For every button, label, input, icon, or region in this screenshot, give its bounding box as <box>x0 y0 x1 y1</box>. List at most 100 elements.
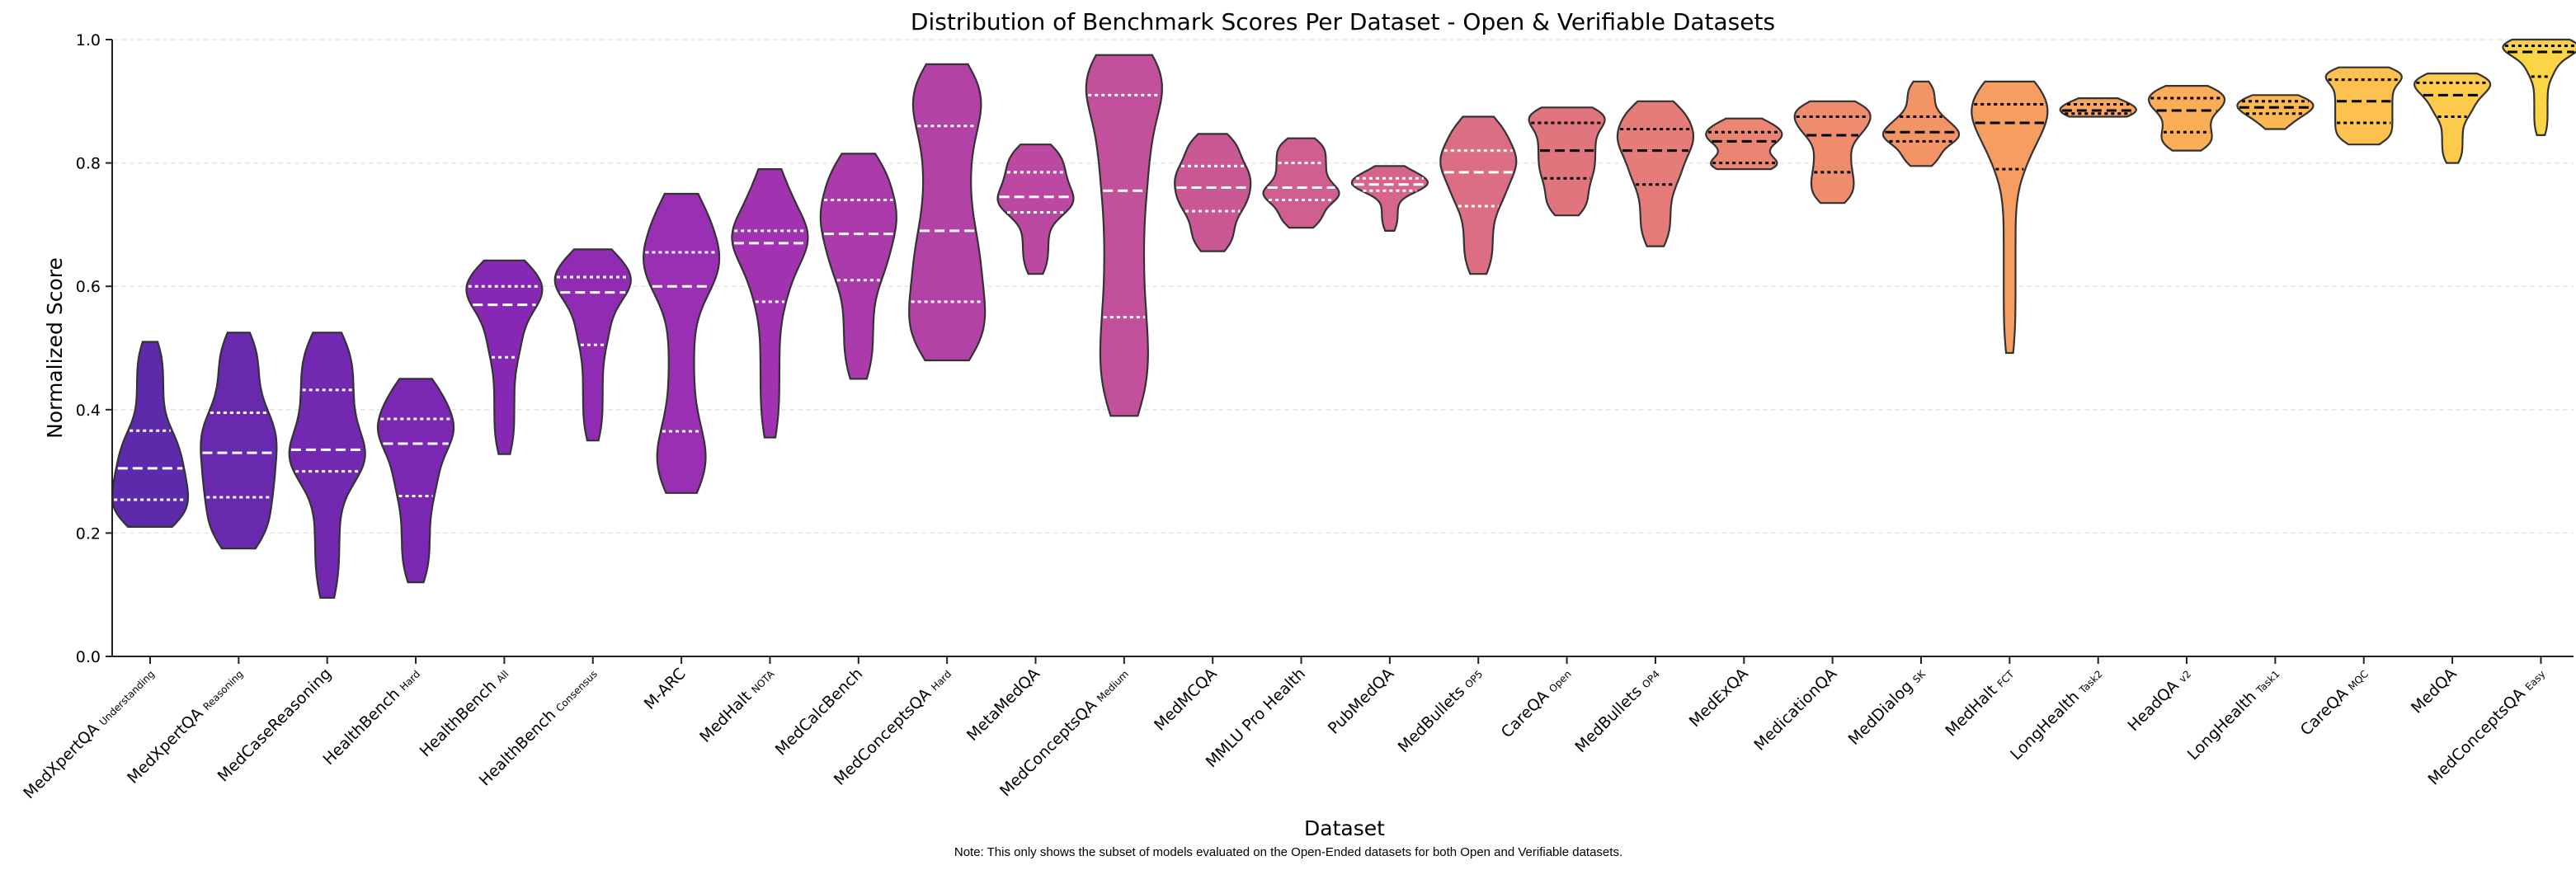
violin <box>288 332 366 599</box>
x-tick-label-name: MedConceptsQA <box>996 696 1100 800</box>
x-tick-label-name: M-ARC <box>641 665 690 713</box>
violins <box>111 38 2576 599</box>
violin <box>908 63 987 362</box>
violin <box>819 153 897 380</box>
footnote: Note: This only shows the subset of mode… <box>954 845 1622 859</box>
violin-body <box>1616 100 1694 247</box>
violin <box>2147 85 2226 152</box>
gridlines <box>113 39 2574 534</box>
violin-body <box>1793 100 1872 205</box>
x-tick-label-name: MetaMedQA <box>963 665 1043 745</box>
violin <box>1705 117 1783 171</box>
x-tick-label-subscript: SK <box>1910 667 1928 685</box>
x-tick-label-subscript: Understanding <box>97 668 157 727</box>
x-tick-label: MedCalcBench <box>772 665 867 759</box>
x-tick-label-subscript: Task1 <box>2253 668 2282 696</box>
violin <box>642 192 721 494</box>
x-tick-label: HealthBenchAll <box>417 665 512 760</box>
violin <box>2324 66 2403 146</box>
x-tick-label-name: MedDialog <box>1845 677 1917 749</box>
x-tick-label-subscript: NOTA <box>749 668 777 696</box>
violin-body <box>1174 133 1252 252</box>
x-tick-label-name: MedQA <box>2408 665 2461 717</box>
violin <box>2059 97 2137 118</box>
x-tick-label-name: MedHalt <box>696 688 755 746</box>
x-tick-label-name: HealthBench <box>319 685 403 769</box>
x-tick-label: LongHealthTask1 <box>2184 665 2283 764</box>
x-tick-label-name: MedBullets <box>1395 682 1469 756</box>
violin-body <box>553 248 632 442</box>
x-tick-label-name: HealthBench <box>417 677 501 761</box>
x-tick-label: M-ARC <box>641 665 690 713</box>
x-tick-label-name: MedConceptsQA <box>2424 684 2528 788</box>
x-tick-label-name: MedXpertQA <box>20 720 102 802</box>
violin-body <box>111 341 190 528</box>
violin-body <box>1971 80 2049 355</box>
x-tick-label-subscript: Easy <box>2523 668 2548 693</box>
x-ticks: MedXpertQAUnderstandingMedXpertQAReasoni… <box>20 656 2548 802</box>
violin-body <box>2502 38 2576 136</box>
x-tick-label-name: MMLU Pro Health <box>1203 665 1309 771</box>
x-tick-label: LongHealthTask2 <box>2007 665 2106 764</box>
violin <box>996 143 1075 275</box>
x-tick-label-name: MedConceptsQA <box>831 685 935 789</box>
x-tick-label-name: LongHealth <box>2184 688 2260 764</box>
violin-body <box>1528 106 1606 217</box>
violin <box>1793 100 1872 205</box>
x-tick-label-subscript: v2 <box>2177 668 2193 684</box>
violin-body <box>1350 165 1429 232</box>
violin <box>731 168 809 439</box>
violin-body <box>2236 94 2315 130</box>
x-tick-label: MedExQA <box>1686 665 1752 731</box>
x-tick-label-subscript: Hard <box>929 668 954 693</box>
x-tick-label-subscript: Consensus <box>553 668 600 714</box>
x-tick-label: MetaMedQA <box>963 665 1043 745</box>
violin-body <box>819 153 897 380</box>
y-tick-label: 0.6 <box>76 278 101 296</box>
violin-body <box>2147 85 2226 152</box>
y-tick-label: 0.8 <box>76 155 101 173</box>
y-tick-label: 0.4 <box>76 402 101 420</box>
violin-body <box>200 332 278 550</box>
violin <box>465 259 544 455</box>
x-tick-label-name: PubMedQA <box>1325 665 1398 738</box>
violin <box>1439 115 1518 275</box>
violin <box>2502 38 2576 136</box>
violin-body <box>1085 54 1163 417</box>
violin-body <box>1439 115 1518 275</box>
violin-body <box>731 168 809 439</box>
y-tick-label: 0.2 <box>76 524 101 543</box>
violin <box>1085 54 1163 417</box>
x-tick-label-name: MedExQA <box>1686 665 1752 731</box>
violin <box>1881 80 1961 167</box>
violin <box>1528 106 1606 217</box>
x-tick-label: MedicationQA <box>1750 665 1840 755</box>
violin-body <box>996 143 1075 275</box>
violin <box>1262 137 1340 229</box>
violin <box>1350 165 1429 232</box>
x-tick-label: MedBulletsOP5 <box>1395 665 1486 756</box>
x-tick-label-name: CareQA <box>1498 687 1552 741</box>
violin-body <box>2413 73 2492 164</box>
x-tick-label-subscript: MQC <box>2346 668 2371 693</box>
violin-body <box>1881 80 1961 167</box>
x-tick-label: MedDialogSK <box>1845 664 1930 749</box>
x-tick-label-name: CareQA <box>2297 684 2352 739</box>
x-tick-label: HealthBenchConsensus <box>476 665 601 790</box>
violin <box>1971 80 2049 355</box>
violin-body <box>2059 97 2137 118</box>
x-tick-label: MedHaltNOTA <box>696 664 778 745</box>
violin <box>2413 73 2492 164</box>
x-tick-label-name: HeadQA <box>2124 677 2182 735</box>
violin-body <box>1262 137 1340 229</box>
violin-body <box>376 378 455 584</box>
violin <box>1616 100 1694 247</box>
x-tick-label-name: MedicationQA <box>1750 665 1840 755</box>
x-tick-label-name: MedXpertQA <box>124 704 206 787</box>
x-tick-label-name: MedBullets <box>1571 682 1646 756</box>
x-tick-label: HealthBenchHard <box>319 665 423 769</box>
x-tick-label: MedBulletsOP4 <box>1571 665 1663 756</box>
violin-body <box>288 332 366 599</box>
x-tick-label: MMLU Pro Health <box>1203 665 1309 771</box>
